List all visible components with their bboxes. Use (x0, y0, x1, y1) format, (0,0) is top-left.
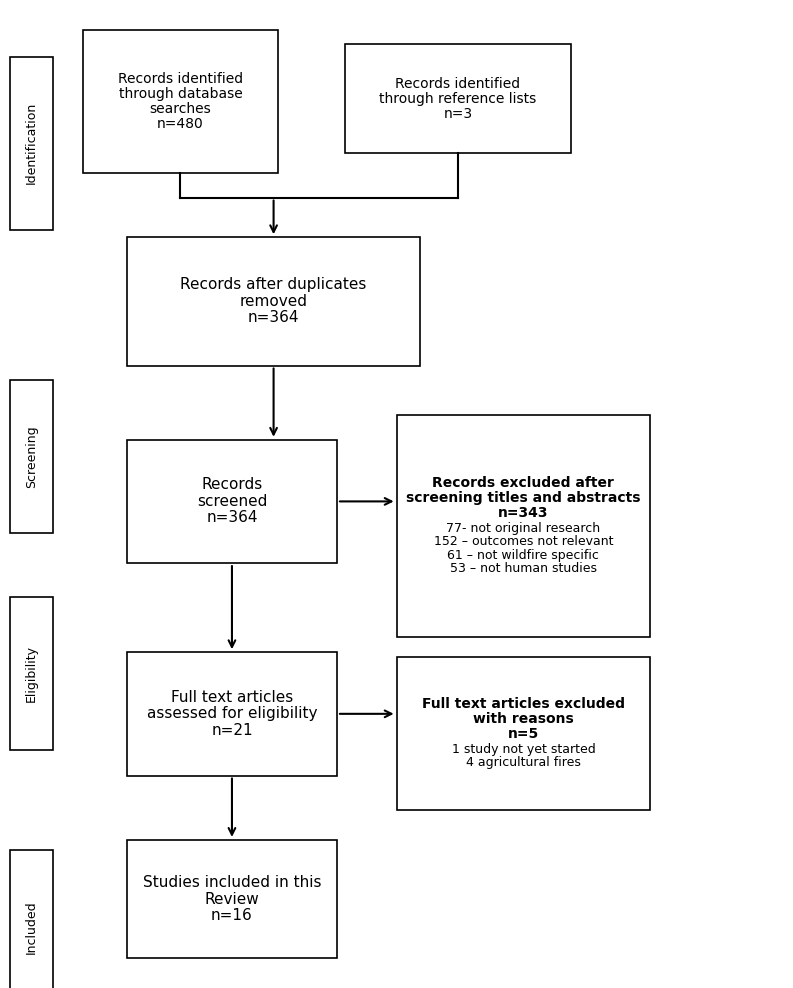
Text: Studies included in this: Studies included in this (143, 875, 321, 890)
Text: n=3: n=3 (443, 107, 473, 121)
Text: assessed for eligibility: assessed for eligibility (147, 706, 317, 721)
Text: 1 study not yet started: 1 study not yet started (451, 743, 596, 756)
Bar (345, 44, 571, 153)
Bar (127, 652, 337, 776)
Text: Screening: Screening (25, 425, 38, 488)
Text: n=364: n=364 (248, 310, 299, 325)
Text: n=21: n=21 (211, 723, 253, 738)
Bar (10, 57, 53, 230)
Text: through reference lists: through reference lists (379, 92, 537, 106)
Text: screening titles and abstracts: screening titles and abstracts (406, 491, 641, 505)
Text: Review: Review (205, 891, 259, 907)
Bar (10, 597, 53, 751)
Text: Records: Records (201, 477, 262, 492)
Text: 61 – not wildfire specific: 61 – not wildfire specific (447, 549, 600, 562)
Text: Records identified: Records identified (118, 72, 243, 86)
Text: 4 agricultural fires: 4 agricultural fires (466, 757, 580, 770)
Bar (10, 850, 53, 988)
Text: 77- not original research: 77- not original research (446, 522, 600, 535)
Text: searches: searches (150, 102, 211, 116)
Text: Full text articles excluded: Full text articles excluded (422, 698, 625, 711)
Text: with reasons: with reasons (473, 712, 574, 726)
Bar (127, 440, 337, 563)
Text: 152 – outcomes not relevant: 152 – outcomes not relevant (434, 535, 613, 548)
Text: Eligibility: Eligibility (25, 645, 38, 702)
Text: n=16: n=16 (211, 908, 253, 923)
Text: Full text articles: Full text articles (170, 690, 293, 704)
Bar (396, 415, 650, 637)
Text: 53 – not human studies: 53 – not human studies (450, 562, 597, 575)
Text: Records excluded after: Records excluded after (432, 476, 615, 490)
Text: Records identified: Records identified (396, 77, 520, 91)
Bar (10, 380, 53, 534)
Text: Records after duplicates: Records after duplicates (180, 278, 367, 292)
Bar (127, 840, 337, 958)
Text: Included: Included (25, 900, 38, 953)
Bar (83, 30, 278, 173)
Text: n=364: n=364 (206, 511, 258, 526)
Text: screened: screened (197, 494, 267, 509)
Bar (127, 237, 420, 366)
Bar (396, 657, 650, 810)
Text: n=480: n=480 (157, 117, 204, 130)
Text: n=5: n=5 (508, 727, 539, 741)
Text: n=343: n=343 (498, 507, 549, 521)
Text: removed: removed (239, 293, 308, 309)
Text: Identification: Identification (25, 102, 38, 185)
Text: through database: through database (118, 87, 243, 101)
